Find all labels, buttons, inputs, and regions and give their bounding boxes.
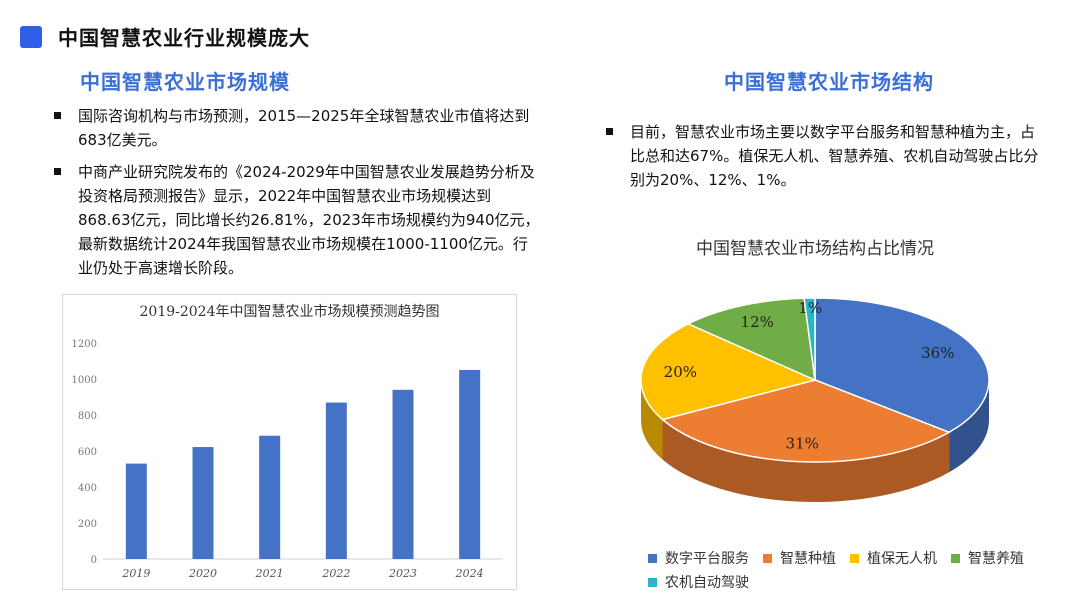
pie-slice-智慧种植 xyxy=(660,379,951,463)
legend-label: 数字平台服务 xyxy=(665,551,749,567)
bar-x-tick-label: 2024 xyxy=(455,567,484,580)
bullet-square-icon xyxy=(54,168,61,175)
bullet-square-icon xyxy=(606,128,613,135)
legend-swatch xyxy=(951,553,960,563)
pie-data-label: 20% xyxy=(664,363,697,381)
bar-x-tick-label: 2022 xyxy=(321,567,350,580)
pie-data-label: 12% xyxy=(741,313,774,331)
bar-y-tick-label: 200 xyxy=(78,519,97,530)
bar-x-tick-label: 2020 xyxy=(188,567,217,580)
market-size-bullets: 国际咨询机构与市场预测，2015—2025年全球智慧农业市值将达到683亿美元。… xyxy=(52,104,542,280)
legend-item: 智慧种植 xyxy=(763,548,836,568)
pie-data-label: 36% xyxy=(921,344,954,362)
bar-y-tick-label: 0 xyxy=(91,555,97,566)
market-structure-bullet-1-text: 目前，智慧农业市场主要以数字平台服务和智慧种植为主，占比总和达67%。植保无人机… xyxy=(630,123,1039,189)
legend-label: 植保无人机 xyxy=(867,551,937,567)
bullet-square-icon xyxy=(54,112,61,119)
bar-x-tick-label: 2023 xyxy=(388,567,417,580)
pie-slice-农机自动驾驶 xyxy=(803,297,816,381)
market-structure-heading: 中国智慧农业市场结构 xyxy=(724,70,934,94)
legend-swatch xyxy=(763,553,772,563)
legend-item: 智慧养殖 xyxy=(951,548,1024,568)
legend-label: 智慧种植 xyxy=(780,551,836,567)
bar-y-tick-label: 800 xyxy=(78,411,97,422)
bar-2022 xyxy=(325,402,347,559)
bar-y-tick-label: 400 xyxy=(78,483,97,494)
market-size-bullet-1-text: 国际咨询机构与市场预测，2015—2025年全球智慧农业市值将达到683亿美元。 xyxy=(78,107,530,149)
legend-label: 农机自动驾驶 xyxy=(665,575,749,591)
legend-label: 智慧养殖 xyxy=(968,551,1024,567)
pie-side-walls xyxy=(641,380,989,502)
market-size-heading: 中国智慧农业市场规模 xyxy=(80,70,290,94)
bar-y-tick-label: 1000 xyxy=(72,375,97,386)
bar-x-tick-label: 2021 xyxy=(255,567,284,580)
bar-chart-panel: 2019-2024年中国智慧农业市场规模预测趋势图 0 200 400 600 800 1… xyxy=(62,294,517,590)
page-title: 中国智慧农业行业规模庞大 xyxy=(58,26,310,50)
header-marker-icon xyxy=(20,26,42,48)
pie-slice-数字平台服务 xyxy=(814,297,990,434)
bar-y-tick-label: 1200 xyxy=(72,339,97,350)
pie-side-植保无人机 xyxy=(641,380,663,460)
bar-2021 xyxy=(259,435,281,559)
bar-chart: 0 200 400 600 800 1000 1200 2019 2020 2021 2022 202… xyxy=(72,339,503,580)
legend-item: 数字平台服务 xyxy=(648,548,749,568)
market-size-bullet-2: 中商产业研究院发布的《2024-2029年中国智慧农业发展趋势分析及投资格局预测… xyxy=(52,160,542,280)
legend-item: 农机自动驾驶 xyxy=(648,572,749,592)
pie-chart: 36% 31% 20% 12% 1% xyxy=(640,297,990,502)
pie-slice-植保无人机 xyxy=(640,323,818,421)
market-structure-bullet-1: 目前，智慧农业市场主要以数字平台服务和智慧种植为主，占比总和达67%。植保无人机… xyxy=(604,120,1044,192)
bar-chart-title: 2019-2024年中国智慧农业市场规模预测趋势图 xyxy=(139,304,440,320)
pie-side-数字平台服务 xyxy=(949,380,989,473)
pie-side-智慧种植 xyxy=(662,419,950,502)
pie-data-label: 31% xyxy=(786,435,819,453)
bar-y-tick-label: 600 xyxy=(78,447,97,458)
bar-2024 xyxy=(459,370,481,559)
legend-swatch xyxy=(648,553,657,563)
market-structure-bullets: 目前，智慧农业市场主要以数字平台服务和智慧种植为主，占比总和达67%。植保无人机… xyxy=(604,120,1044,192)
pie-data-label: 1% xyxy=(798,299,822,317)
legend-swatch xyxy=(850,553,859,563)
pie-chart-legend: 数字平台服务 智慧种植 植保无人机 智慧养殖农机自动驾驶 xyxy=(648,548,1048,592)
legend-swatch xyxy=(648,577,657,587)
bar-x-tick-label: 2019 xyxy=(121,567,150,580)
legend-item: 植保无人机 xyxy=(850,548,937,568)
market-size-bullet-1: 国际咨询机构与市场预测，2015—2025年全球智慧农业市值将达到683亿美元。 xyxy=(52,104,542,152)
pie-slice-智慧养殖 xyxy=(686,297,816,382)
bar-2019 xyxy=(125,463,147,559)
bar-2023 xyxy=(392,389,414,559)
bar-2020 xyxy=(192,447,214,559)
market-size-bullet-2-text: 中商产业研究院发布的《2024-2029年中国智慧农业发展趋势分析及投资格局预测… xyxy=(78,163,540,277)
pie-chart-title: 中国智慧农业市场结构占比情况 xyxy=(696,239,934,259)
